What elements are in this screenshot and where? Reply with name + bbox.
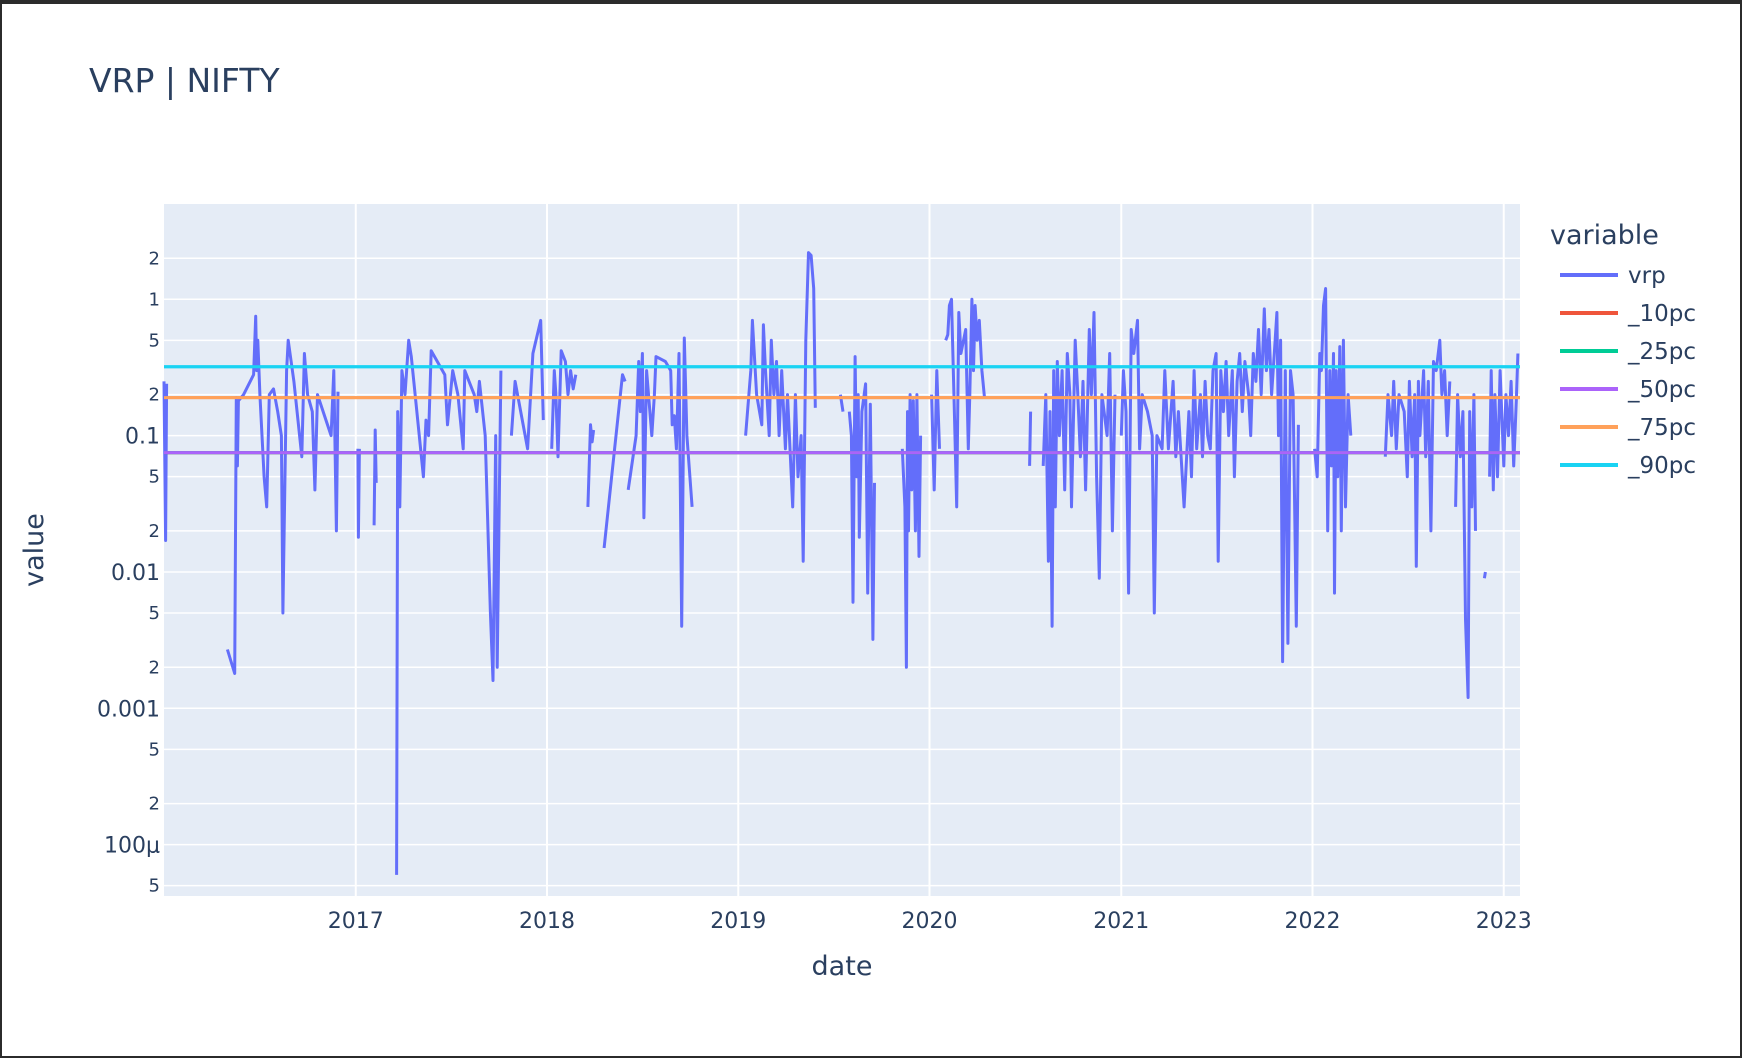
x-tick-label: 2019 [710, 909, 766, 934]
legend-label: _25pc [1627, 339, 1696, 365]
y-tick-label: 1 [149, 289, 160, 310]
legend[interactable]: variable vrp _10pc _25pc _50pc _75pc _90pc [1550, 220, 1696, 479]
y-tick-label: 5 [149, 876, 160, 897]
x-axis-title: date [812, 951, 873, 982]
y-tick-label: 0.01 [111, 561, 160, 586]
y-axis-title: value [19, 513, 50, 587]
legend-label: _90pc [1627, 453, 1696, 479]
legend-item-75pc[interactable]: _75pc [1560, 415, 1696, 441]
series-line-vrp [944, 297, 986, 509]
x-tick-label: 2021 [1093, 909, 1149, 934]
legend-label: vrp [1628, 263, 1666, 289]
y-tick-label: 2 [149, 385, 160, 406]
y-tick-label: 2 [149, 657, 160, 678]
legend-item-25pc[interactable]: _25pc [1560, 339, 1696, 365]
legend-item-vrp[interactable]: vrp [1560, 263, 1666, 289]
series-line-vrp [930, 369, 941, 492]
series-line-vrp [1028, 411, 1033, 466]
y-tick-label: 5 [149, 603, 160, 624]
series-line-vrp [1313, 287, 1353, 595]
y-tick-label: 5 [149, 739, 160, 760]
y-tick-label: 2 [149, 794, 160, 815]
legend-items[interactable]: vrp _10pc _25pc _50pc _75pc _90pc [1560, 263, 1696, 479]
series-line-vrp [744, 251, 817, 563]
series-line-vrp [225, 314, 340, 675]
grid-lines [164, 204, 1520, 896]
series-line-vrp [602, 373, 627, 549]
series-line-vrp [1488, 353, 1520, 492]
chart-title: VRP | NIFTY [89, 61, 280, 100]
y-tick-label: 0.1 [125, 425, 160, 450]
y-tick-label: 2 [149, 248, 160, 269]
series-line-vrp [586, 423, 596, 507]
x-tick-label: 2020 [902, 909, 958, 934]
y-tick-label: 100μ [104, 834, 160, 859]
y-tick-labels: 2 1 5 2 0.1 5 2 0.01 5 2 0.001 5 2 100μ 5 [97, 248, 160, 896]
series-line-vrp [847, 355, 876, 641]
series-line-vrp [162, 381, 169, 542]
legend-item-10pc[interactable]: _10pc [1560, 301, 1696, 327]
y-tick-label: 0.001 [97, 697, 160, 722]
y-tick-label: 5 [149, 330, 160, 351]
chart-frame: VRP | NIFTY 2017 2018 2019 2020 2021 2022 2023… [2, 4, 1740, 1056]
series-line-vrp [509, 318, 545, 451]
legend-label: _75pc [1627, 415, 1696, 441]
y-tick-label: 2 [149, 521, 160, 542]
series-line-vrp [1482, 571, 1487, 579]
y-tick-label: 5 [149, 467, 160, 488]
series-lines [162, 251, 1520, 875]
legend-item-50pc[interactable]: _50pc [1560, 377, 1696, 403]
x-tick-label: 2017 [328, 909, 384, 934]
series-line-vrp [1454, 393, 1477, 699]
series-line-vrp [1383, 338, 1452, 568]
x-tick-labels: 2017 2018 2019 2020 2021 2022 2023 [328, 909, 1532, 934]
x-tick-label: 2022 [1285, 909, 1341, 934]
chart-svg: VRP | NIFTY 2017 2018 2019 2020 2021 2022 2023… [19, 61, 1696, 982]
legend-title: variable [1550, 220, 1659, 251]
series-line-vrp [356, 448, 361, 539]
legend-label: _10pc [1627, 301, 1696, 327]
series-line-vrp [372, 428, 378, 526]
plot-area [164, 204, 1520, 896]
series-line-vrp [550, 349, 578, 459]
x-tick-label: 2018 [519, 909, 575, 934]
legend-item-90pc[interactable]: _90pc [1560, 453, 1696, 479]
series-line-vrp [626, 336, 694, 628]
series-line-vrp [900, 393, 923, 669]
series-line-vrp [1041, 311, 1117, 628]
legend-label: _50pc [1627, 377, 1696, 403]
x-tick-label: 2023 [1476, 909, 1532, 934]
